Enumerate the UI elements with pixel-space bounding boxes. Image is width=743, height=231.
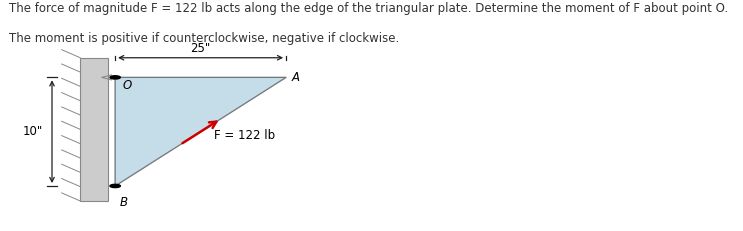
- Bar: [80, 58, 108, 201]
- Circle shape: [110, 76, 120, 79]
- Text: 25": 25": [190, 42, 211, 55]
- Text: The force of magnitude F = 122 lb acts along the edge of the triangular plate. D: The force of magnitude F = 122 lb acts a…: [9, 2, 728, 15]
- Circle shape: [110, 184, 120, 188]
- Text: B: B: [120, 196, 128, 209]
- Text: 10": 10": [23, 125, 43, 138]
- Text: O: O: [123, 79, 132, 91]
- Text: A: A: [292, 71, 300, 84]
- Polygon shape: [115, 77, 286, 186]
- Text: The moment is positive if counterclockwise, negative if clockwise.: The moment is positive if counterclockwi…: [9, 32, 399, 45]
- Text: F = 122 lb: F = 122 lb: [213, 129, 275, 142]
